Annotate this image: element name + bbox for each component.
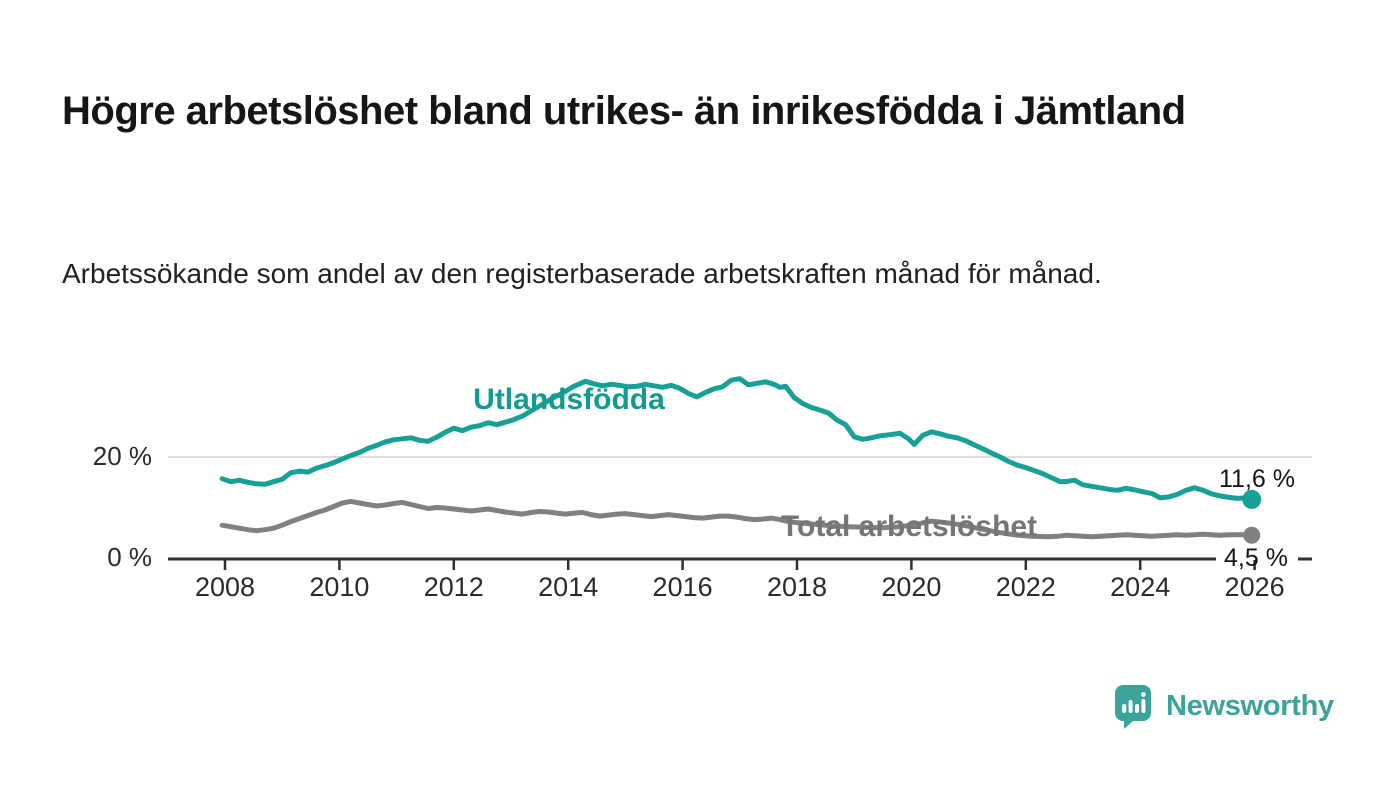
x-tick-label-2012: 2012	[424, 572, 484, 602]
chart-subtitle: Arbetssökande som andel av den registerb…	[62, 258, 1102, 289]
x-tick-label-2020: 2020	[881, 572, 941, 602]
x-tick-label-2010: 2010	[309, 572, 369, 602]
series-end-dot-utlandsfodda	[1242, 489, 1262, 509]
x-tick-label-2022: 2022	[996, 572, 1056, 602]
series-end-dot-total	[1243, 526, 1261, 544]
newsworthy-pin-icon	[1115, 685, 1151, 729]
x-tick-label-2018: 2018	[767, 572, 827, 602]
x-tick-label-2014: 2014	[538, 572, 598, 602]
x-tick-label-2026: 2026	[1225, 572, 1285, 602]
y-tick-label-0: 0 %	[107, 542, 152, 572]
end-label-mask	[1216, 545, 1298, 564]
end-value-label-utlandsfodda: 11,6 %	[1219, 465, 1295, 493]
newsworthy-logo: Newsworthy	[1114, 684, 1334, 729]
series-label-total: Total arbetslöshet	[781, 510, 1037, 543]
x-tick-label-2016: 2016	[653, 572, 713, 602]
y-tick-label-20: 20 %	[93, 441, 152, 471]
series-line-utlandsfodda	[219, 376, 1255, 502]
page-title: Högre arbetslöshet bland utrikes- än inr…	[62, 88, 1186, 133]
x-tick-label-2024: 2024	[1110, 572, 1170, 602]
newsworthy-wordmark: Newsworthy	[1166, 690, 1334, 722]
series-line-total	[219, 498, 1255, 540]
x-tick-label-2008: 2008	[195, 572, 255, 602]
series-label-utlandsfodda: Utlandsfödda	[473, 383, 665, 416]
end-value-label-total: 4,5 %	[1224, 544, 1288, 572]
